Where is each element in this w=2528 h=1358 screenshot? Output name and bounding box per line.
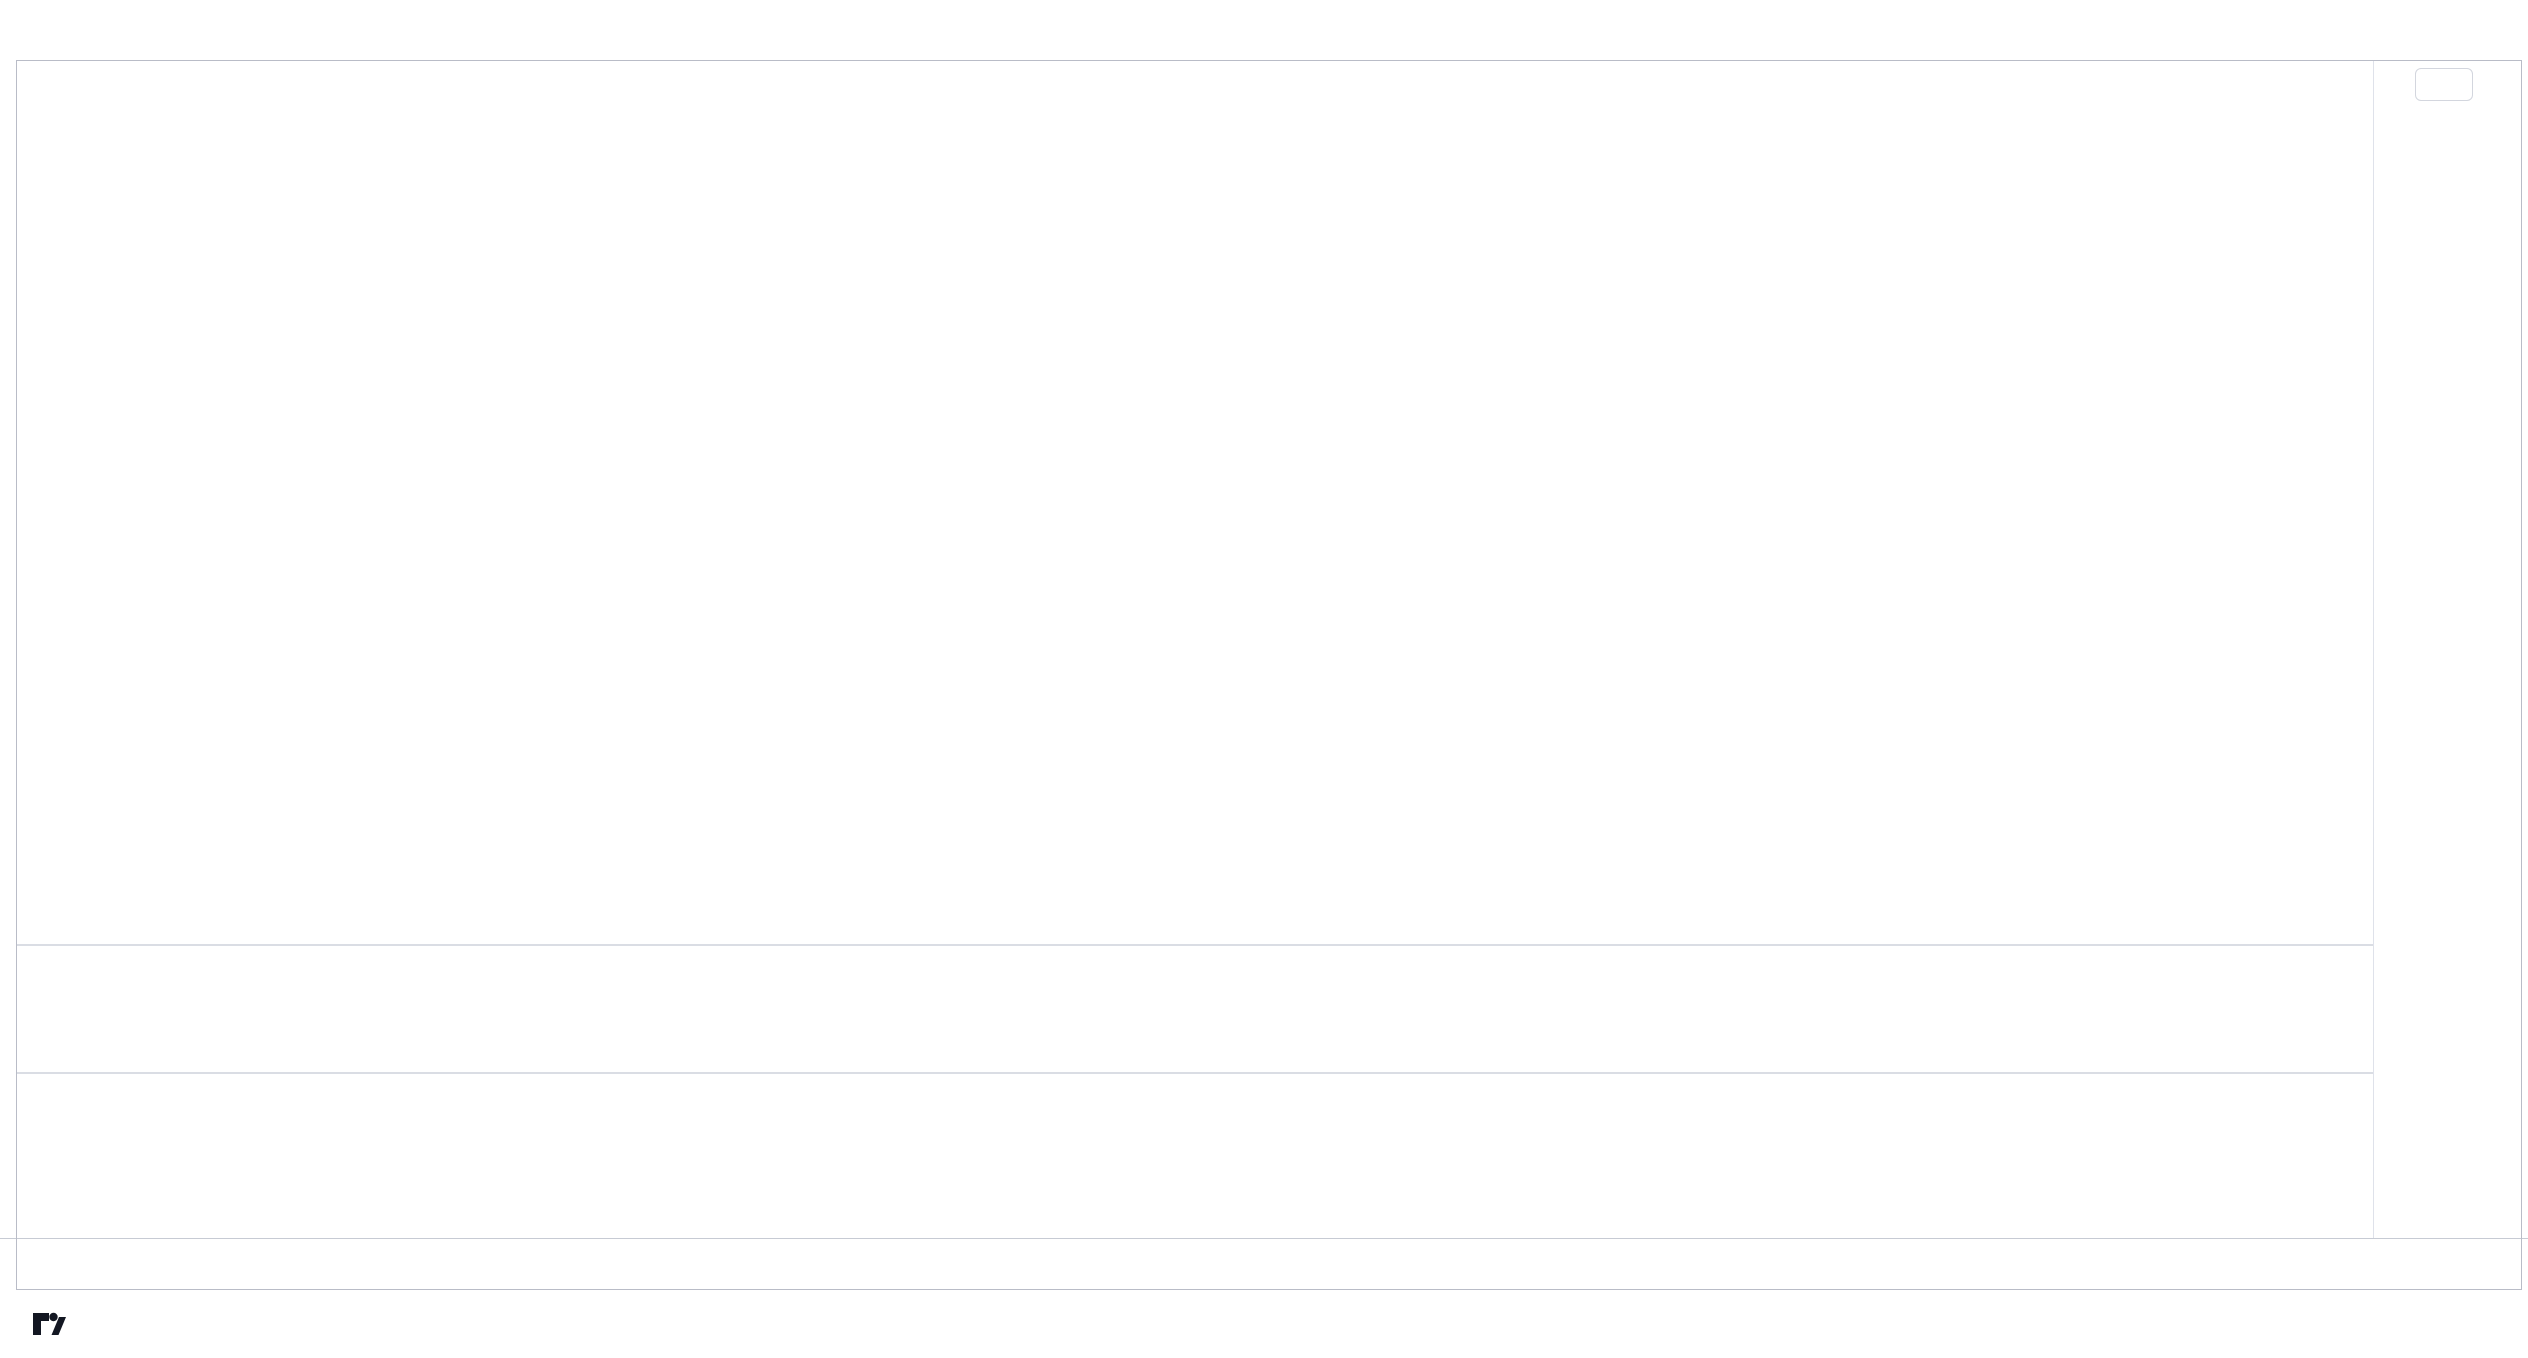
pane-separator-rsi[interactable] bbox=[16, 1072, 2528, 1074]
footer-bar bbox=[0, 1288, 2528, 1358]
price-chart-canvas[interactable] bbox=[0, 0, 2373, 1288]
pane-separator-macd[interactable] bbox=[16, 944, 2528, 946]
time-axis[interactable] bbox=[0, 1238, 2528, 1289]
tradingview-logo[interactable] bbox=[30, 1305, 66, 1341]
price-axis[interactable] bbox=[2373, 60, 2528, 1238]
currency-toggle[interactable] bbox=[2415, 68, 2473, 101]
